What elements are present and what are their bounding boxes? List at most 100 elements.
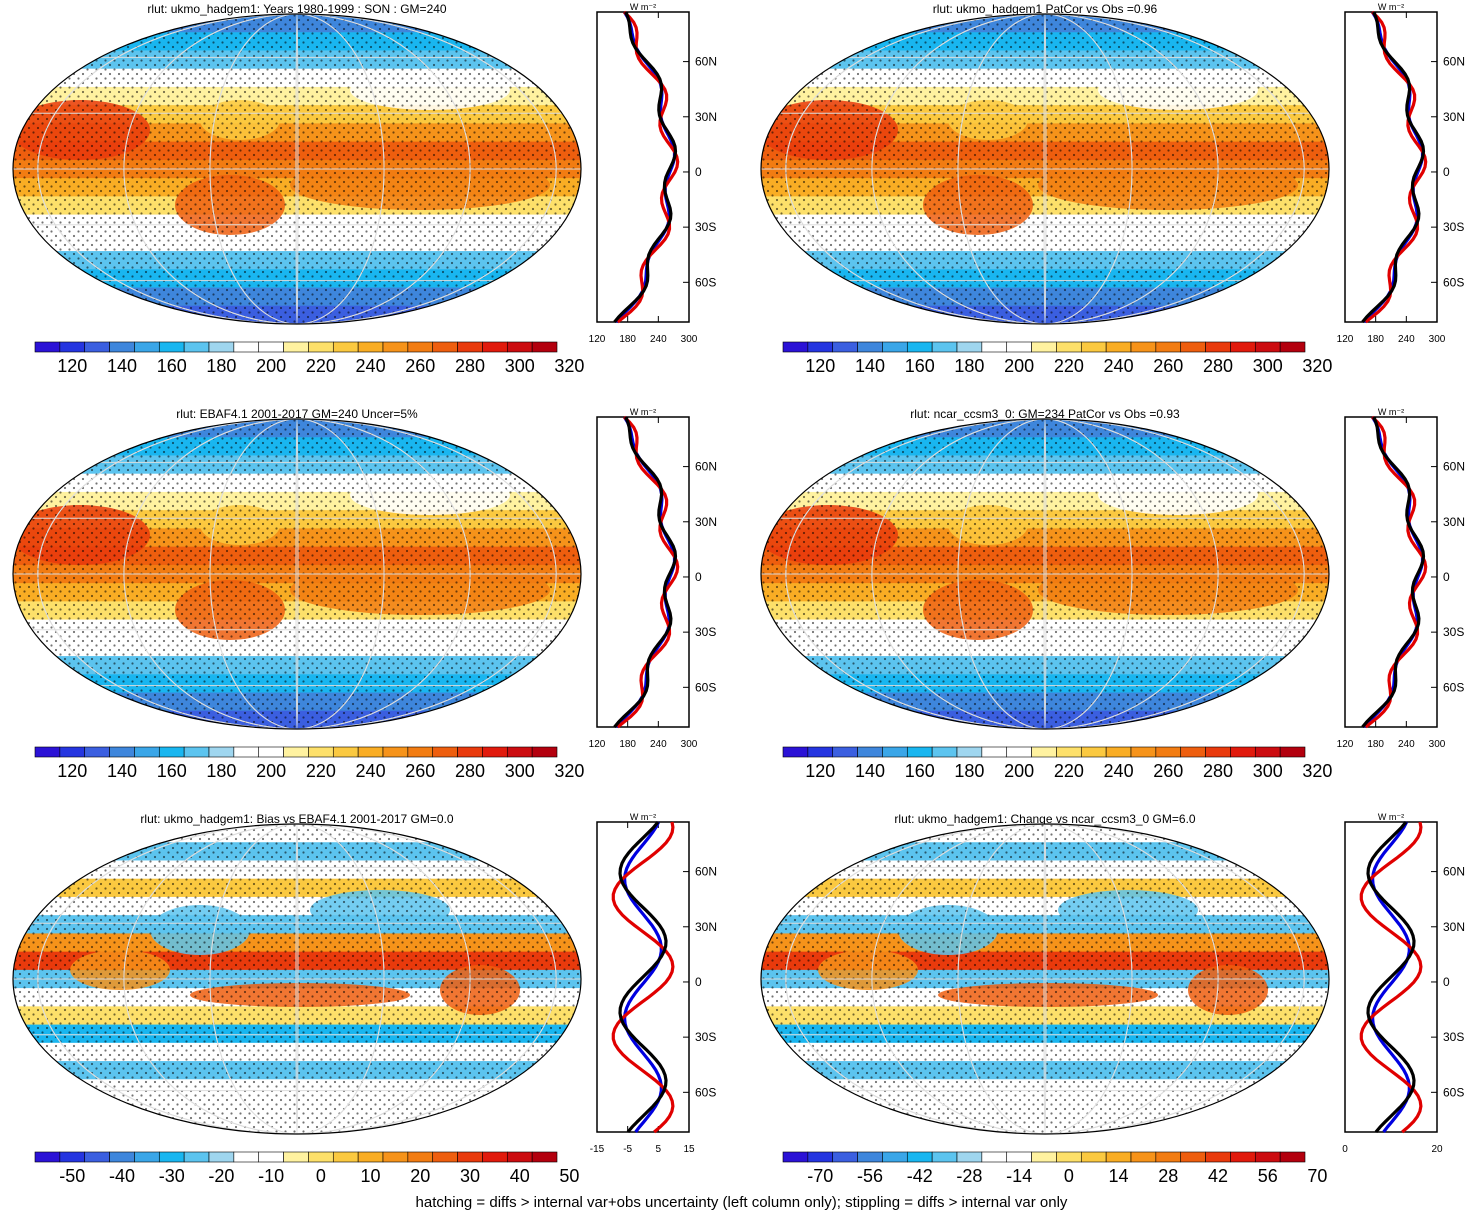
colorbar-swatch: [1230, 1151, 1256, 1163]
zonal-x-tick: 15: [683, 1144, 695, 1155]
colorbar-swatch: [258, 1151, 284, 1163]
colorbar-swatch: [457, 746, 483, 758]
colorbar-swatch: [1105, 746, 1132, 758]
colorbar-swatch: [382, 341, 409, 353]
zonal-model-line: [1364, 10, 1428, 324]
zonal-frame: [596, 11, 690, 323]
zonal-lat-label: 30N: [1443, 515, 1465, 529]
colorbar-swatch: [1056, 1151, 1082, 1163]
colorbar-swatch: [1180, 341, 1206, 353]
zonal-unit: W m⁻²: [1378, 407, 1404, 417]
zonal-x-tick: -5: [623, 1144, 632, 1155]
colorbar-label: 160: [905, 761, 935, 781]
colorbar-swatch: [1155, 341, 1182, 353]
colorbar-swatch: [233, 341, 260, 353]
colorbar-label: 320: [1302, 356, 1332, 376]
colorbar-swatch: [807, 746, 834, 758]
colorbar-swatch: [84, 341, 110, 353]
colorbar-label: 120: [805, 356, 835, 376]
colorbar-swatch: [233, 1151, 260, 1163]
colorbar-swatch: [258, 746, 284, 758]
colorbar-swatch: [1105, 1151, 1132, 1163]
colorbar-swatch: [283, 1151, 309, 1163]
colorbar-swatch: [1006, 1151, 1032, 1163]
zonal-lat-label: 0: [695, 165, 702, 179]
colorbar-label: 140: [855, 356, 885, 376]
colorbar-swatch: [332, 341, 359, 353]
colorbar-swatch: [981, 341, 1008, 353]
colorbar-label: 220: [306, 356, 336, 376]
colorbar-swatch: [457, 341, 483, 353]
colorbar-swatch: [506, 341, 533, 353]
zonal-lat-label: 60N: [695, 460, 717, 474]
map-field: [13, 824, 581, 1134]
colorbar-swatch: [956, 1151, 983, 1163]
colorbar-label: 30: [460, 1166, 480, 1186]
zonal-lat-label: 30S: [695, 220, 716, 234]
colorbar-swatch: [283, 746, 309, 758]
colorbar-swatch: [506, 746, 533, 758]
colorbar-swatch: [1230, 746, 1256, 758]
colorbar-label: -42: [907, 1166, 933, 1186]
colorbar-swatch: [357, 1151, 384, 1163]
colorbar-swatch: [332, 746, 359, 758]
colorbar-swatch: [531, 746, 558, 758]
colorbar-label: -56: [857, 1166, 883, 1186]
colorbar: 120 140 160 180 200 220 240 260 280 300 320: [782, 341, 1332, 376]
colorbar-label: 220: [306, 761, 336, 781]
colorbar-label: 14: [1109, 1166, 1129, 1186]
map-field: [761, 14, 1329, 324]
colorbar-swatch: [931, 746, 958, 758]
colorbar-label: 280: [455, 356, 485, 376]
zonal-x-tick: 240: [1398, 739, 1415, 750]
colorbar-label: 140: [855, 761, 885, 781]
colorbar-swatch: [482, 1151, 508, 1163]
colorbar-swatch: [134, 1151, 160, 1163]
zonal-unit: W m⁻²: [1378, 2, 1404, 12]
zonal-x-tick: 5: [656, 1144, 662, 1155]
colorbar-swatch: [956, 746, 983, 758]
colorbar-swatch: [906, 341, 933, 353]
colorbar-swatch: [134, 746, 160, 758]
colorbar-swatch: [1080, 341, 1107, 353]
colorbar-swatch: [109, 746, 135, 758]
panel-graphic: 120 140 160 180 200 220 240 260 280 300 320 60N 30N 0…: [12, 2, 717, 376]
colorbar-label: -40: [109, 1166, 135, 1186]
panel-title: rlut: ukmo_hadgem1: Years 1980-1999 : SO…: [147, 2, 447, 16]
zonal-x-tick: 180: [619, 334, 636, 345]
colorbar: 120 140 160 180 200 220 240 260 280 300 320: [782, 746, 1332, 781]
colorbar-label: 70: [1307, 1166, 1327, 1186]
colorbar-label: 160: [157, 761, 187, 781]
colorbar-swatch: [832, 341, 858, 353]
colorbar-swatch: [208, 1151, 235, 1163]
colorbar-label: 240: [356, 356, 386, 376]
footer-note: hatching = diffs > internal var+obs unce…: [415, 1194, 1068, 1211]
zonal-lat-label: 0: [1443, 570, 1450, 584]
panel-graphic: -70 -56 -42 -28 -14 0 14 28 42 56 70 60N 30N 0 30S 60S 0…: [760, 812, 1465, 1186]
colorbar-swatch: [34, 341, 61, 353]
colorbar-label: 260: [1153, 356, 1183, 376]
colorbar-swatch: [1205, 1151, 1231, 1163]
colorbar-swatch: [59, 1151, 86, 1163]
colorbar-label: 300: [505, 761, 535, 781]
colorbar-swatch: [782, 746, 809, 758]
zonal-x-tick: 300: [1429, 739, 1446, 750]
colorbar-label: 120: [805, 761, 835, 781]
colorbar-swatch: [357, 746, 384, 758]
colorbar-label: 140: [107, 356, 137, 376]
colorbar-label: 0: [1064, 1166, 1074, 1186]
panel-title: rlut: ukmo_hadgem1: Change vs ncar_ccsm3…: [894, 812, 1196, 826]
panel-change: rlut: ukmo_hadgem1: Change vs ncar_ccsm3…: [748, 810, 1483, 1210]
colorbar-swatch: [1155, 746, 1182, 758]
zonal-unit: W m⁻²: [1378, 812, 1404, 822]
colorbar-label: 240: [1104, 761, 1134, 781]
zonal-mean-plot: 60N 30N 0 30S 60S 0 20 W m⁻²: [1342, 812, 1465, 1155]
zonal-lat-label: 60N: [1443, 55, 1465, 69]
colorbar-label: 280: [455, 761, 485, 781]
colorbar-swatch: [1254, 341, 1281, 353]
colorbar-label: -20: [208, 1166, 234, 1186]
colorbar-swatch: [1279, 1151, 1306, 1163]
colorbar-swatch: [882, 746, 908, 758]
colorbar-label: 200: [1004, 356, 1034, 376]
zonal-obs-line: [1370, 821, 1411, 1133]
